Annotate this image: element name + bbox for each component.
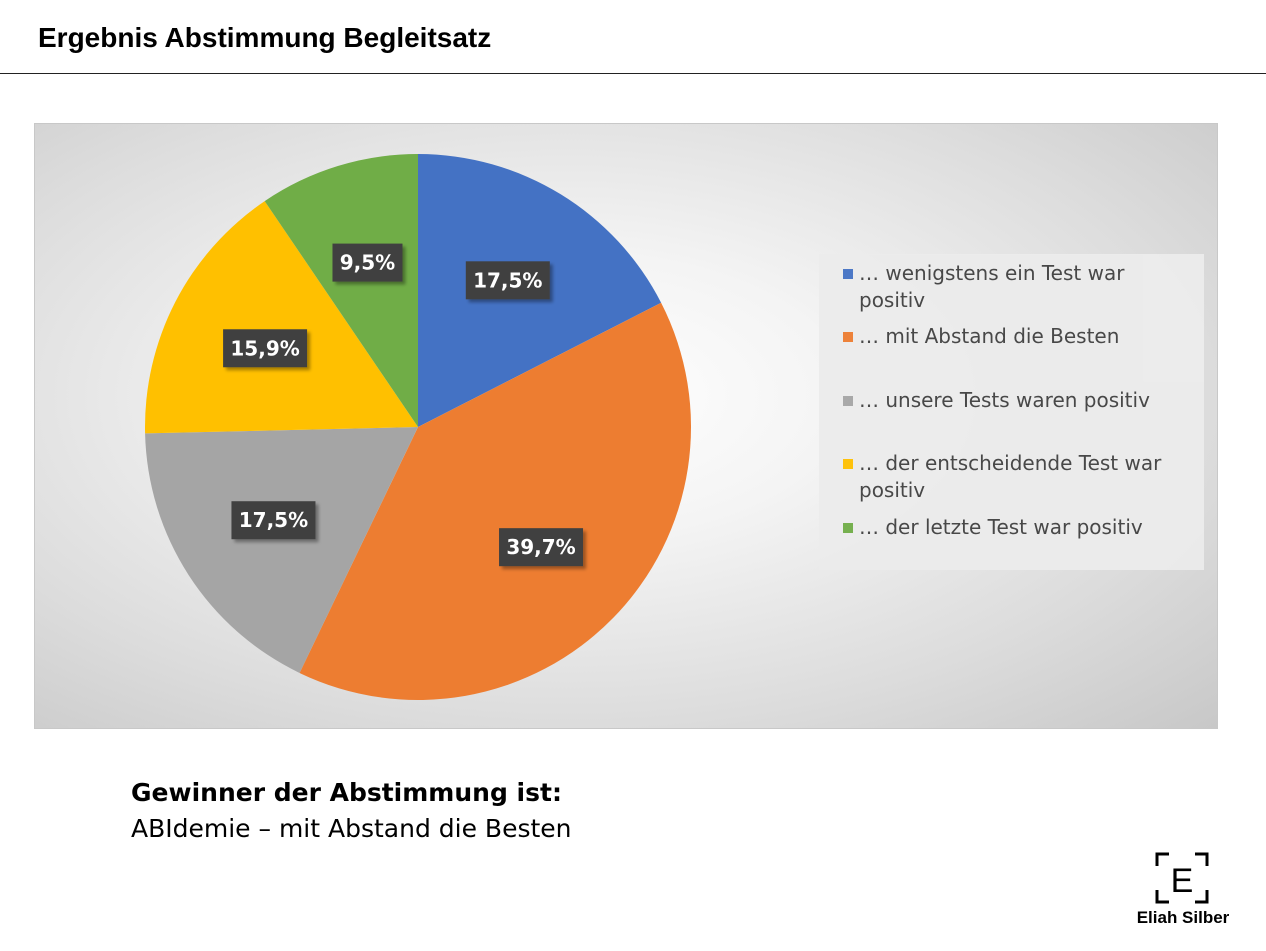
pie-slice [299,302,692,700]
data-label-text: 15,9% [230,336,299,360]
page-title: Ergebnis Abstimmung Begleitsatz [38,22,492,53]
legend-swatch [843,523,853,533]
data-label-box [499,528,584,567]
chart-panel: 17,5% 39,7% 17,5% 15,9% 9,5% … wenigstens ei… [34,123,1218,729]
legend-label: … mit Abstand die Besten [859,324,1120,348]
pie-slice [145,201,418,434]
legend-swatch [843,332,853,342]
data-label: 17,5% [465,261,550,300]
legend-swatch [843,269,853,279]
winner-heading: Gewinner der Abstimmung ist: [131,778,562,807]
data-label: 9,5% [332,243,403,282]
legend-label: … wenigstens ein Test war positiv [859,261,1125,312]
data-label-text: 17,5% [239,508,308,532]
logo-text: Eliah Silber [1136,908,1230,927]
logo: E Eliah Silber [1128,850,1238,935]
data-label-box [332,243,403,282]
pie-slice [264,154,418,427]
title-divider [0,73,1266,74]
pie-chart: 17,5% 39,7% 17,5% 15,9% 9,5% [145,154,692,700]
pie-slices [145,154,692,700]
data-label: 15,9% [223,329,308,368]
legend-swatch [843,459,853,469]
logo-letter: E [1171,862,1194,900]
legend-item: … der letzte Test war positiv [843,514,1188,541]
legend-swatch [843,396,853,406]
legend-label: … der entscheidende Test war positiv [859,451,1162,502]
winner-text: ABIdemie – mit Abstand die Besten [131,814,572,843]
data-label-box [465,261,550,300]
data-label-box [231,501,316,540]
legend-label: … der letzte Test war positiv [859,515,1143,539]
data-label-text: 39,7% [506,535,575,559]
chart-legend: … wenigstens ein Test war positiv … mit … [819,254,1204,570]
data-label: 39,7% [499,528,584,567]
logo-mark-icon: E [1155,852,1209,904]
legend-item: … wenigstens ein Test war positiv [843,260,1188,314]
data-label: 17,5% [231,501,316,540]
data-label-box [223,329,308,368]
data-label-text: 9,5% [340,251,395,275]
data-label-text: 17,5% [473,268,542,292]
pie-data-labels: 17,5% 39,7% 17,5% 15,9% 9,5% [223,243,584,567]
legend-item: … der entscheidende Test war positiv [843,450,1188,504]
legend-item: … unsere Tests waren positiv [843,387,1188,414]
legend-label: … unsere Tests waren positiv [859,388,1150,412]
pie-slice [145,427,418,673]
legend-item: … mit Abstand die Besten [843,323,1188,350]
